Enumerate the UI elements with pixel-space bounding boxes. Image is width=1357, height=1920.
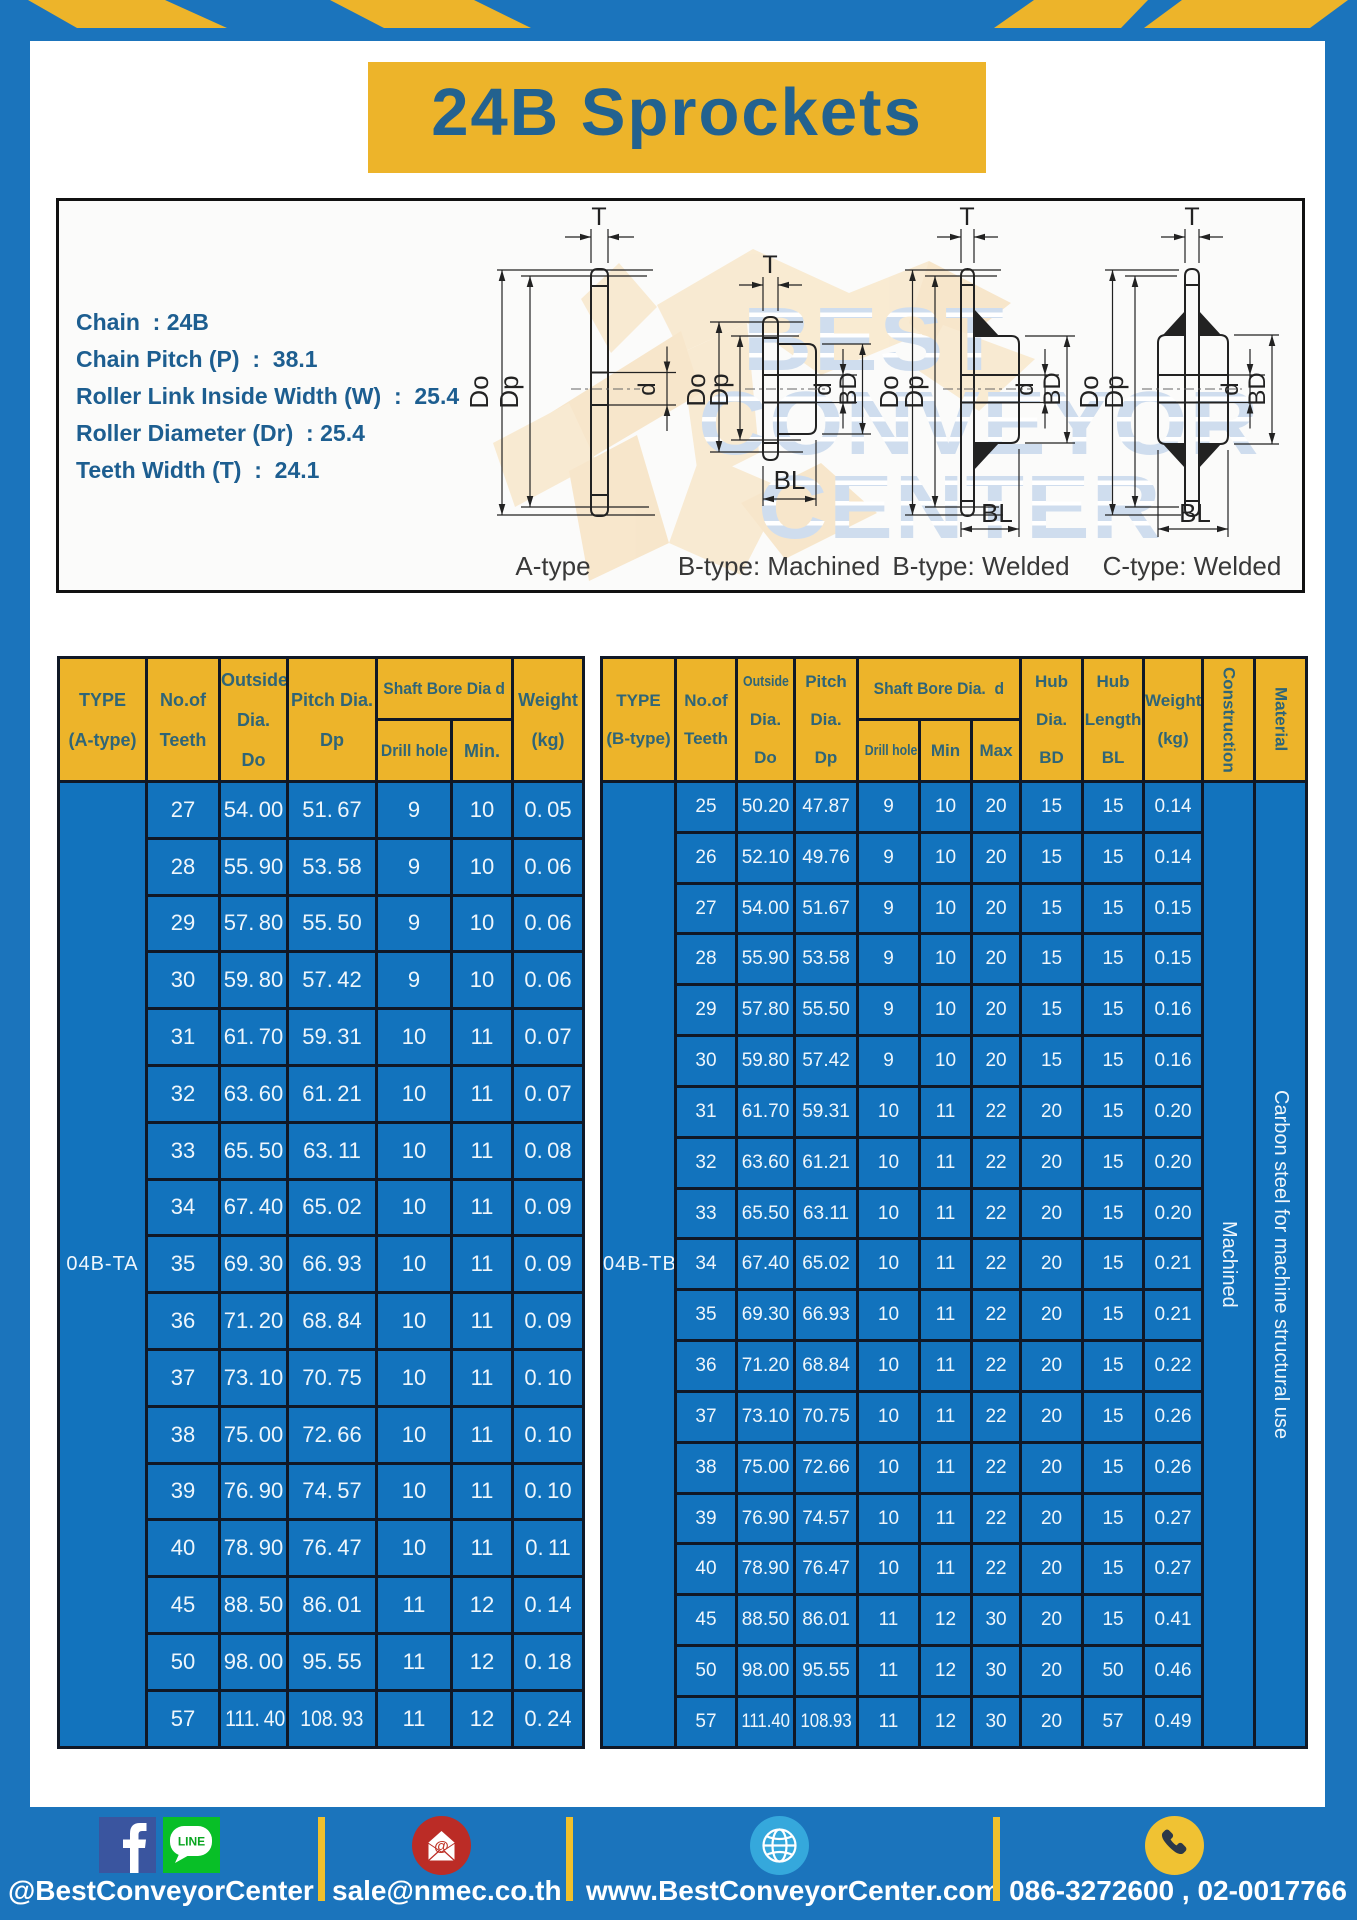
svg-text:BL: BL: [1179, 498, 1211, 528]
svg-text:Dp: Dp: [1099, 375, 1129, 408]
svg-text:Do: Do: [464, 375, 494, 408]
svg-text:@: @: [434, 1838, 449, 1855]
svg-text:Dp: Dp: [899, 375, 929, 408]
svg-text:LINE: LINE: [178, 1835, 205, 1849]
svg-text:Do: Do: [874, 375, 904, 408]
svg-text:T: T: [959, 203, 974, 231]
svg-text:d: d: [634, 382, 661, 395]
svg-text:BL: BL: [981, 498, 1013, 528]
svg-text:d: d: [1012, 382, 1039, 395]
svg-text:Dp: Dp: [494, 375, 524, 408]
svg-text:BD: BD: [1244, 372, 1271, 405]
svg-text:C-type: Welded: C-type: Welded: [1103, 551, 1282, 581]
svg-text:B-type: Machined: B-type: Machined: [678, 551, 880, 581]
svg-text:d: d: [1217, 382, 1244, 395]
svg-text:T: T: [1184, 203, 1199, 231]
svg-text:d: d: [810, 382, 837, 395]
svg-text:BD: BD: [835, 372, 862, 405]
svg-text:Do: Do: [1074, 375, 1104, 408]
svg-text:T: T: [591, 203, 606, 231]
svg-text:Dp: Dp: [704, 373, 734, 406]
svg-text:BD: BD: [1039, 372, 1066, 405]
svg-text:T: T: [762, 251, 777, 279]
svg-text:BL: BL: [774, 465, 806, 495]
svg-text:Do: Do: [681, 373, 711, 406]
svg-text:A-type: A-type: [515, 551, 590, 581]
svg-text:B-type: Welded: B-type: Welded: [892, 551, 1069, 581]
